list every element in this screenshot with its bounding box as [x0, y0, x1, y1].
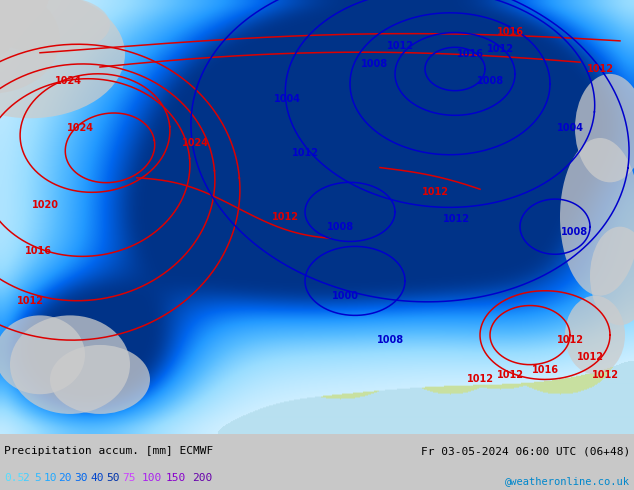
Text: 40: 40	[90, 473, 103, 483]
Ellipse shape	[10, 316, 130, 414]
Text: 1004: 1004	[557, 123, 583, 133]
Text: 1016: 1016	[531, 365, 559, 374]
Text: 1008: 1008	[377, 335, 404, 345]
Text: 1012: 1012	[592, 369, 619, 380]
Text: 1008: 1008	[327, 221, 354, 232]
Text: 50: 50	[106, 473, 119, 483]
Text: 1012: 1012	[467, 374, 493, 385]
Text: 30: 30	[74, 473, 87, 483]
Text: 1008: 1008	[476, 76, 503, 86]
Ellipse shape	[0, 316, 85, 394]
Text: 1012: 1012	[387, 41, 413, 51]
Text: 1012: 1012	[496, 369, 524, 380]
Text: 1004: 1004	[273, 94, 301, 103]
Text: 1020: 1020	[32, 200, 58, 210]
Text: 2: 2	[22, 473, 29, 483]
Text: 0.5: 0.5	[4, 473, 24, 483]
Text: 150: 150	[166, 473, 186, 483]
Ellipse shape	[575, 74, 634, 182]
Text: 1024: 1024	[55, 76, 82, 86]
Text: 100: 100	[142, 473, 162, 483]
Text: 75: 75	[122, 473, 136, 483]
Ellipse shape	[560, 138, 634, 295]
Ellipse shape	[590, 227, 634, 325]
Text: 20: 20	[58, 473, 72, 483]
Text: 1000: 1000	[332, 291, 358, 301]
Text: 1012: 1012	[486, 44, 514, 54]
Text: 1012: 1012	[586, 64, 614, 74]
Ellipse shape	[0, 0, 110, 54]
Text: 1012: 1012	[422, 187, 448, 197]
Text: 1008: 1008	[361, 59, 389, 69]
Text: 1016: 1016	[25, 246, 51, 256]
Ellipse shape	[0, 0, 60, 94]
Text: 5: 5	[34, 473, 41, 483]
Text: 1012: 1012	[557, 335, 583, 345]
Text: 1008: 1008	[562, 226, 588, 237]
Ellipse shape	[565, 295, 625, 374]
Ellipse shape	[0, 0, 125, 118]
Text: 1012: 1012	[16, 295, 44, 306]
Text: 1016: 1016	[456, 49, 484, 59]
Text: 1012: 1012	[271, 212, 299, 222]
Text: 1016: 1016	[496, 26, 524, 37]
Text: 1024: 1024	[67, 123, 93, 133]
Ellipse shape	[50, 345, 150, 414]
Text: 10: 10	[44, 473, 58, 483]
Text: 1024: 1024	[181, 138, 209, 148]
Text: Precipitation accum. [mm] ECMWF: Precipitation accum. [mm] ECMWF	[4, 446, 213, 456]
Text: Fr 03-05-2024 06:00 UTC (06+48): Fr 03-05-2024 06:00 UTC (06+48)	[421, 446, 630, 456]
Text: 1012: 1012	[576, 352, 604, 362]
Text: 1012: 1012	[443, 214, 470, 224]
Text: 200: 200	[192, 473, 212, 483]
Text: @weatheronline.co.uk: @weatheronline.co.uk	[505, 476, 630, 486]
Text: 1012: 1012	[292, 148, 318, 158]
